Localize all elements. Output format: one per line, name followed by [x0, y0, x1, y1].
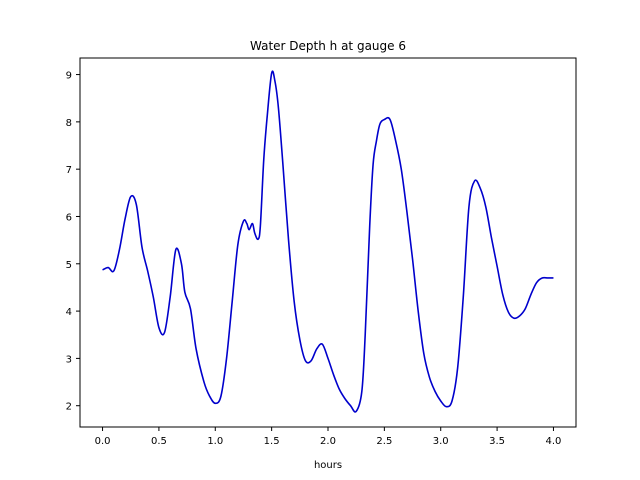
y-tick-label: 2 — [66, 402, 72, 413]
plot-area: 0.0 0.5 1.0 1.5 2.0 2.5 3.0 3.5 4.0 2 3 4 5 6 7 8 9 — [66, 57, 577, 447]
x-tick-label: 0.0 — [95, 436, 111, 447]
x-tick-label: 0.5 — [151, 436, 167, 447]
x-tick-label: 3.5 — [489, 436, 505, 447]
y-tick-label: 5 — [66, 260, 72, 271]
series-line-0 — [102, 70, 554, 413]
y-tick-label: 4 — [66, 307, 72, 318]
x-tick-label: 1.0 — [207, 436, 223, 447]
x-tick-label: 1.5 — [264, 436, 280, 447]
chart-title: Water Depth h at gauge 6 — [250, 39, 406, 53]
x-tick-label: 2.0 — [320, 436, 336, 447]
x-tick-label: 3.0 — [433, 436, 449, 447]
y-tick-label: 7 — [66, 165, 72, 176]
y-tick-label: 3 — [66, 354, 72, 365]
y-tick-label: 6 — [66, 212, 72, 223]
x-axis-label: hours — [314, 460, 342, 471]
y-tick-label: 8 — [66, 118, 72, 129]
x-tick-label: 2.5 — [376, 436, 392, 447]
x-tick-label: 4.0 — [546, 436, 562, 447]
y-tick-label: 9 — [66, 71, 72, 82]
